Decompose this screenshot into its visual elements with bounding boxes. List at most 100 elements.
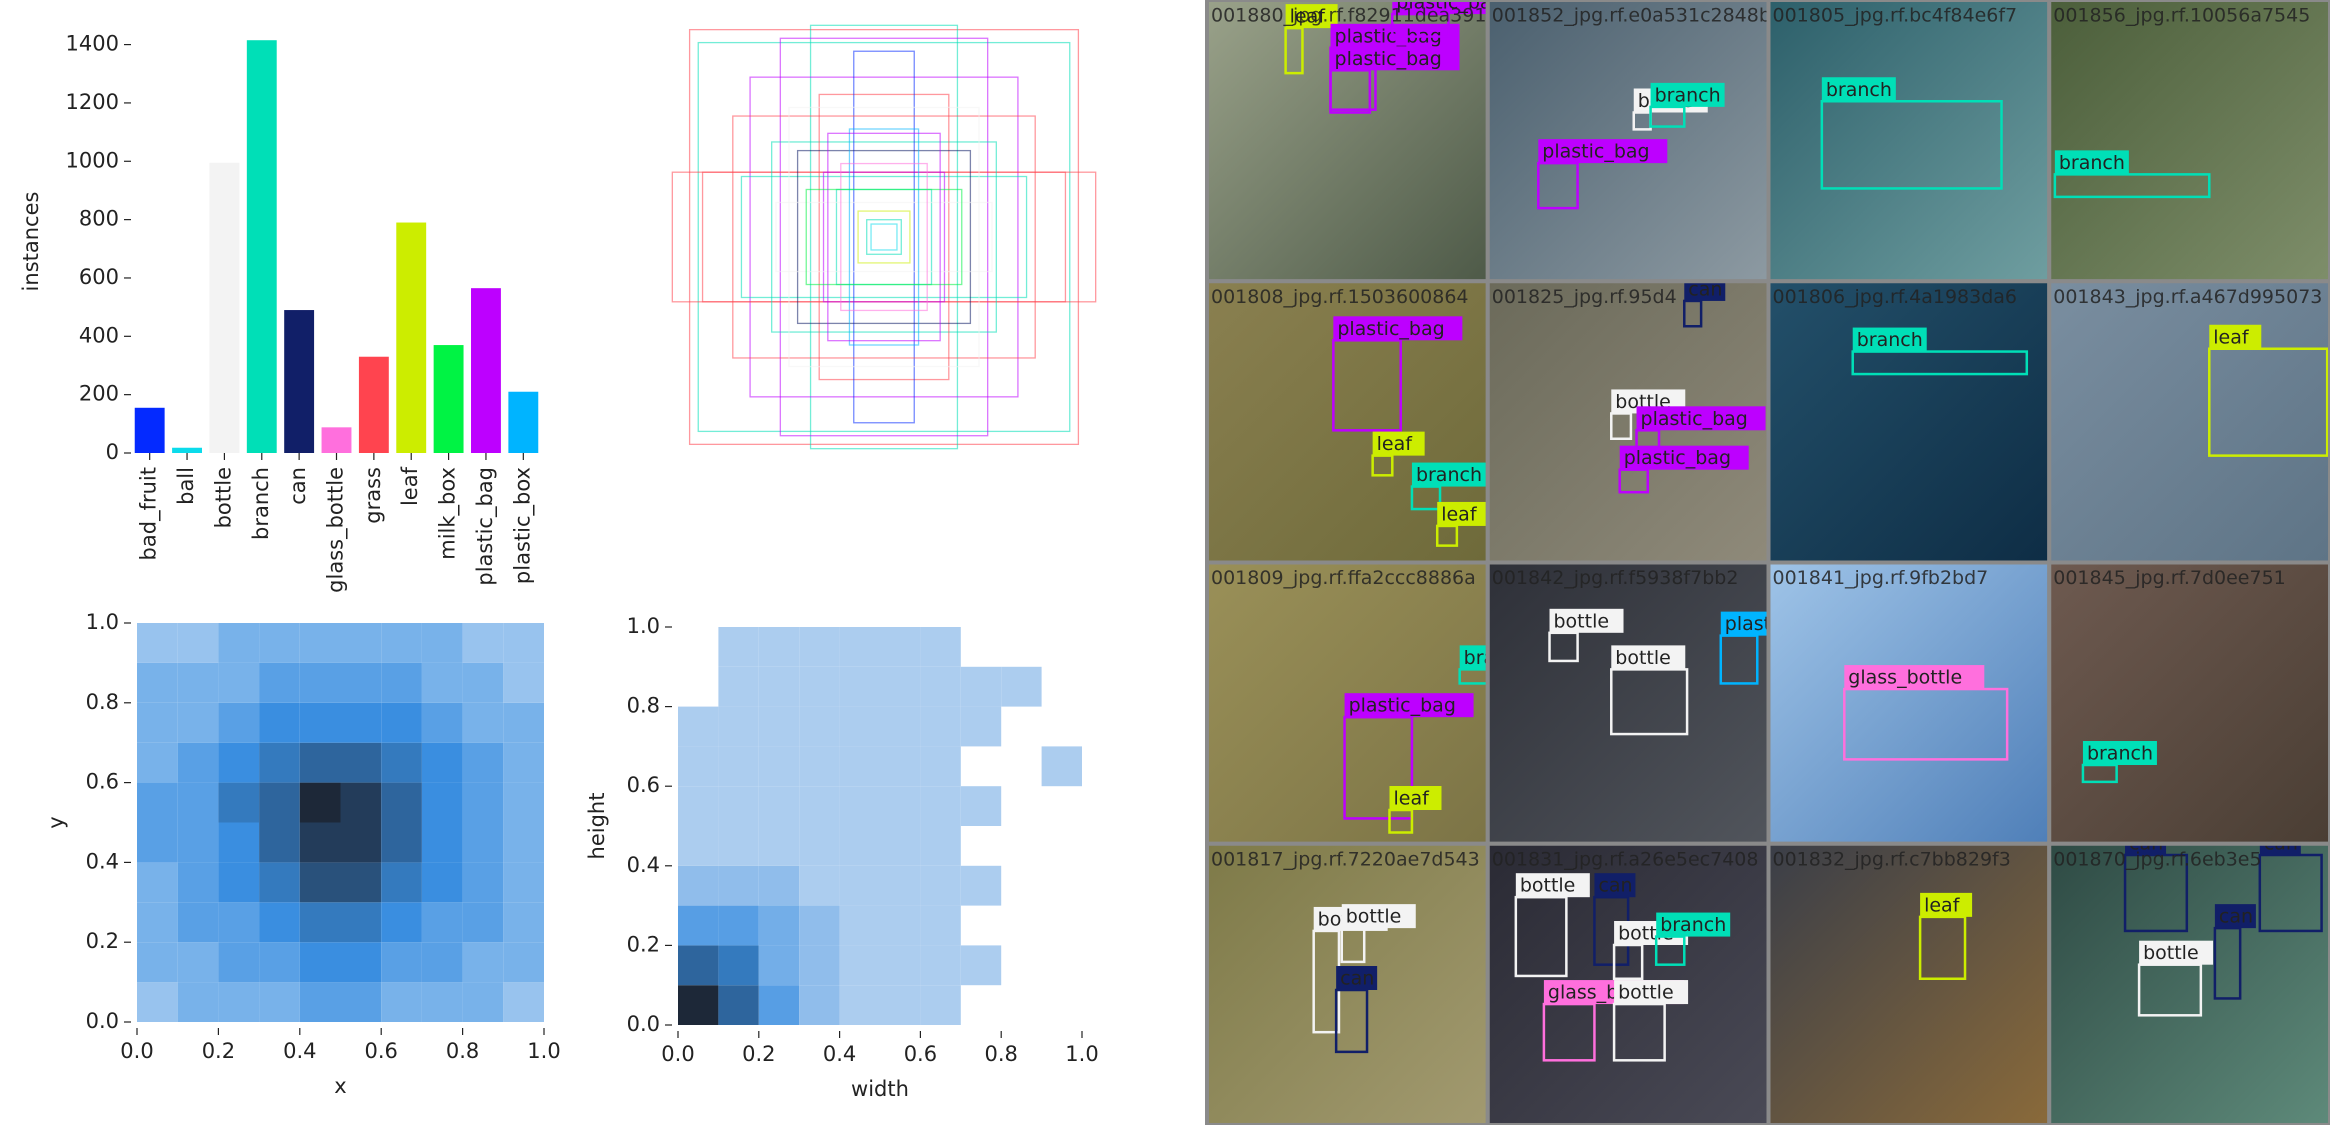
hist-cell xyxy=(259,822,300,863)
tile-image xyxy=(1768,843,2050,1125)
bbox-label-bg xyxy=(1333,316,1463,341)
hist-cell xyxy=(880,905,921,946)
hist-cell xyxy=(299,623,341,663)
x-tick-label: milk_box xyxy=(436,467,461,560)
x-tick-label: plastic_bag xyxy=(473,467,498,586)
hist-cell xyxy=(462,902,504,943)
hist-cell xyxy=(421,662,463,703)
tile-border xyxy=(2047,841,2330,1125)
tile: branch 001805_jpg.rf.bc4f84e6f7 xyxy=(1768,0,2050,282)
tile-title: 001842_jpg.rf.f5938f7bb2 xyxy=(1492,567,1739,589)
hist-cell xyxy=(299,902,341,943)
tile-title: 001832_jpg.rf.c7bb829f3 xyxy=(1773,848,2011,870)
x-axis-label: x xyxy=(334,1074,346,1098)
hist-cell xyxy=(381,623,422,663)
bbox-label: leaf xyxy=(1290,6,1327,28)
hist-cell xyxy=(381,742,422,783)
hist-cell xyxy=(920,786,961,826)
hist-cell xyxy=(137,822,178,863)
hist-cell xyxy=(718,865,759,906)
hist-cell xyxy=(758,985,800,1025)
bbox-label: plastic_bag xyxy=(1641,408,1748,430)
hist-cell xyxy=(218,623,260,663)
bbox-label-bg xyxy=(1720,611,1769,636)
bbox-label: branch xyxy=(1857,329,1923,351)
bbox-label-bg xyxy=(1459,645,1488,670)
bar xyxy=(172,447,202,453)
hist-cell xyxy=(799,905,840,946)
box-shape xyxy=(732,115,1036,359)
hist-cell xyxy=(218,782,260,823)
hist-cell xyxy=(177,702,219,743)
bbox-label: leaf xyxy=(1377,433,1414,455)
bbox-label-bg xyxy=(2214,904,2256,929)
hist-cell xyxy=(421,782,463,823)
hist-cell xyxy=(340,902,382,943)
hist-cell xyxy=(920,865,961,906)
bbox-label: bottle xyxy=(2143,942,2199,964)
tile-title: 001841_jpg.rf.9fb2bd7 xyxy=(1773,567,1989,589)
y-tick-label: 0.4 xyxy=(627,853,660,877)
bbox-label-bg xyxy=(1852,327,1927,352)
bbox-label: bottle xyxy=(1618,982,1674,1004)
bbox-label: branch xyxy=(1826,79,1892,101)
bbox-label: leaf xyxy=(1924,894,1961,916)
hist-cell xyxy=(758,706,800,747)
hist-cell xyxy=(177,862,219,903)
bbox-label-bg xyxy=(1611,645,1686,670)
hist-cell xyxy=(920,985,961,1025)
hist-cell xyxy=(259,942,300,983)
bbox-label: can xyxy=(2264,833,2298,855)
hist-cell xyxy=(758,627,800,667)
hist-cell xyxy=(799,706,840,747)
hist-cell xyxy=(259,902,300,943)
hist-cell xyxy=(137,862,178,903)
hist-cell xyxy=(839,905,880,946)
hist-cell xyxy=(218,862,260,903)
hist-cell xyxy=(758,826,800,866)
box-shape xyxy=(848,128,920,346)
tile-image xyxy=(2049,281,2330,563)
hist-cell xyxy=(381,902,422,943)
bbox-label-bg xyxy=(1344,693,1474,718)
tile-image xyxy=(1487,562,1769,844)
hist-cell xyxy=(177,782,219,823)
hist-cell xyxy=(503,782,544,823)
hist-cell xyxy=(758,905,800,946)
bbox-label-bg xyxy=(1341,904,1416,929)
tile: bottlebottlecan001817_jpg.rf.7220ae7d543 xyxy=(1207,843,1488,1125)
bbox-label-bg xyxy=(1549,608,1624,633)
hist-cell xyxy=(340,662,382,703)
tile-image xyxy=(1768,562,2050,844)
bbox-label-bg xyxy=(1515,873,1590,898)
bbox-label: leaf xyxy=(2213,326,2250,348)
y-tick-label: 600 xyxy=(79,265,119,289)
bbox-label-bg xyxy=(1285,4,1338,29)
tile-title: 001805_jpg.rf.bc4f84e6f7 xyxy=(1773,5,2018,27)
box-shape xyxy=(740,175,1028,299)
bar xyxy=(433,345,464,453)
bbox-label: plastic_bag xyxy=(1624,447,1731,469)
y-tick-label: 0 xyxy=(106,440,119,464)
tile: branch 001806_jpg.rf.4a1983da6 xyxy=(1768,281,2050,563)
hist-cell xyxy=(137,702,178,743)
hist-cell xyxy=(960,865,1002,906)
y-tick-label: 0.0 xyxy=(86,1009,119,1033)
hist-cell xyxy=(839,666,880,707)
hist-cell xyxy=(758,865,800,906)
hist-cell xyxy=(218,662,260,703)
hist-cell xyxy=(880,666,921,707)
bbox xyxy=(1851,350,2029,376)
x-tick-label: ball xyxy=(174,467,198,505)
hist-cell xyxy=(678,826,719,866)
bbox-label: branch xyxy=(2059,152,2125,174)
hist-cell xyxy=(503,702,544,743)
bbox-label-bg xyxy=(1336,966,1378,990)
hist-cell xyxy=(758,666,800,707)
hist-cell xyxy=(299,662,341,703)
bbox-label-bg xyxy=(2139,940,2214,965)
bbox-label-bg xyxy=(1619,445,1749,470)
hist-cell xyxy=(880,627,921,667)
hist-cell xyxy=(421,822,463,863)
